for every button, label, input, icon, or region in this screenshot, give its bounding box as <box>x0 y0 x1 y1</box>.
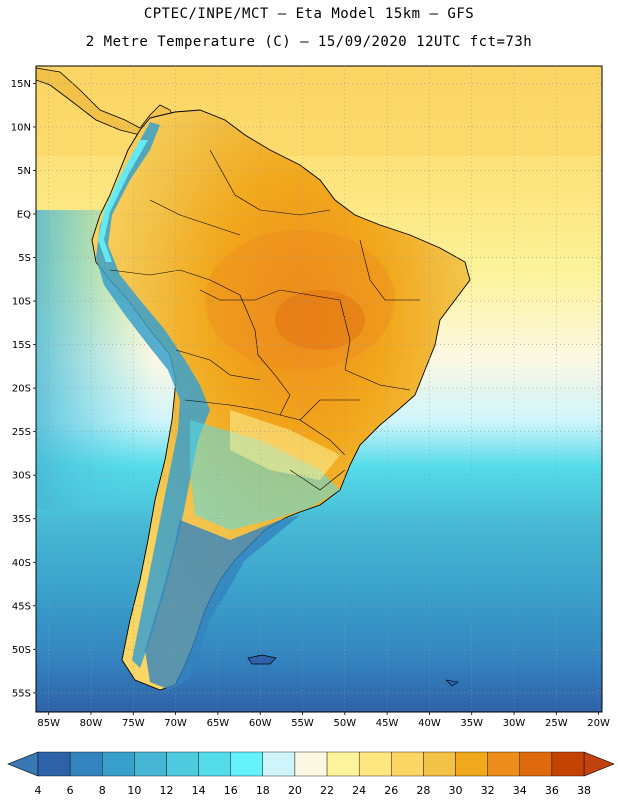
colorbar-level-label: 4 <box>35 784 42 797</box>
south-georgia-island <box>445 679 459 687</box>
lon-label: 60W <box>249 718 272 729</box>
colorbar-swatch <box>230 751 264 777</box>
colorbar-level-label: 10 <box>127 784 141 797</box>
colorbar-level-label: 22 <box>320 784 334 797</box>
colorbar-swatch <box>198 751 231 777</box>
colorbar-level-label: 36 <box>545 784 559 797</box>
lon-label: 70W <box>164 718 187 729</box>
chart-title-line2: 2 Metre Temperature (C) – 15/09/2020 12U… <box>85 34 533 50</box>
colorbar-swatch <box>134 751 167 777</box>
lat-label: 45S <box>12 601 31 612</box>
colorbar-swatch <box>262 751 296 777</box>
lon-label: 45W <box>376 718 399 729</box>
colorbar-level-label: 30 <box>449 784 463 797</box>
lon-label: 50W <box>333 718 356 729</box>
colorbar-swatch <box>294 751 328 777</box>
plot-frame <box>35 65 603 713</box>
colorbar-level-label: 14 <box>192 784 206 797</box>
lon-label: 20W <box>587 718 610 729</box>
lat-label: 5N <box>17 166 31 177</box>
colorbar-high-arrow <box>583 751 615 777</box>
colorbar-swatch <box>423 751 456 777</box>
patagonia-field <box>145 515 300 690</box>
colorbar-low-arrow <box>7 751 39 777</box>
lat-label: 30S <box>12 471 31 482</box>
lon-label: 25W <box>545 718 568 729</box>
lat-label: 25S <box>12 427 31 438</box>
lon-label: 80W <box>80 718 103 729</box>
lat-label: 20S <box>12 384 31 395</box>
colorbar-level-label: 32 <box>481 784 495 797</box>
colorbar-level-label: 26 <box>384 784 398 797</box>
colorbar-swatch <box>519 751 553 777</box>
colorbar-swatch <box>455 751 488 777</box>
colorbar: 4 6 8 10 12 14 16 18 20 22 24 26 28 30 32 34 36 38 <box>7 751 615 797</box>
colorbar-swatch <box>391 751 424 777</box>
lon-label: 85W <box>37 718 60 729</box>
colorbar-swatch <box>69 751 103 777</box>
latitude-tick-labels: 15N 10N 5N EQ 5S 10S 15S 20S 25S 30S 35S 40S 45S 50S 5… <box>11 79 31 699</box>
andes-peak-strip <box>98 140 148 262</box>
colorbar-level-label: 28 <box>416 784 430 797</box>
lat-label: 10S <box>12 297 31 308</box>
hot-core-field <box>205 230 395 370</box>
colorbar-swatch <box>102 751 135 777</box>
lat-label: 55S <box>12 688 31 699</box>
lon-label: 35W <box>460 718 483 729</box>
colorbar-level-label: 6 <box>67 784 74 797</box>
colorbar-swatch <box>487 751 520 777</box>
lon-label: 55W <box>291 718 314 729</box>
colorbar-level-label: 16 <box>224 784 238 797</box>
colorbar-swatch <box>551 751 585 777</box>
lon-label: 65W <box>207 718 230 729</box>
andes-cold-strip <box>96 122 210 668</box>
tropical-warm-band <box>36 66 602 156</box>
lat-label: 10N <box>11 122 31 133</box>
chart-title-line1: CPTEC/INPE/MCT – Eta Model 15km – GFS <box>143 6 475 22</box>
longitude-tick-labels: 85W 80W 75W 70W 65W 60W 55W 50W 45W 40W 35W 30W 25W 2… <box>37 718 610 729</box>
lat-label: 15S <box>12 340 31 351</box>
colorbar-swatch <box>166 751 199 777</box>
falkland-islands <box>247 654 277 665</box>
colorbar-swatch <box>326 751 360 777</box>
pampas-mild-field <box>230 410 340 480</box>
colorbar-swatch <box>358 751 392 777</box>
colorbar-level-label: 34 <box>513 784 527 797</box>
very-hot-core-field <box>275 290 365 350</box>
colorbar-level-label: 8 <box>99 784 106 797</box>
lat-label: 15N <box>11 79 31 90</box>
lon-label: 40W <box>418 718 441 729</box>
lat-label: EQ <box>17 210 31 221</box>
colorbar-level-label: 24 <box>352 784 366 797</box>
country-borders <box>109 149 420 491</box>
graticule <box>33 66 602 715</box>
lon-label: 75W <box>122 718 145 729</box>
lat-label: 5S <box>18 253 31 264</box>
lat-label: 35S <box>12 514 31 525</box>
colorbar-level-label: 18 <box>256 784 270 797</box>
lat-label: 40S <box>12 558 31 569</box>
colorbar-level-label: 20 <box>288 784 302 797</box>
lon-label: 30W <box>503 718 526 729</box>
colorbar-level-label: 12 <box>159 784 173 797</box>
colorbar-swatch <box>37 751 71 777</box>
lat-label: 50S <box>12 645 31 656</box>
colorbar-level-label: 38 <box>577 784 591 797</box>
